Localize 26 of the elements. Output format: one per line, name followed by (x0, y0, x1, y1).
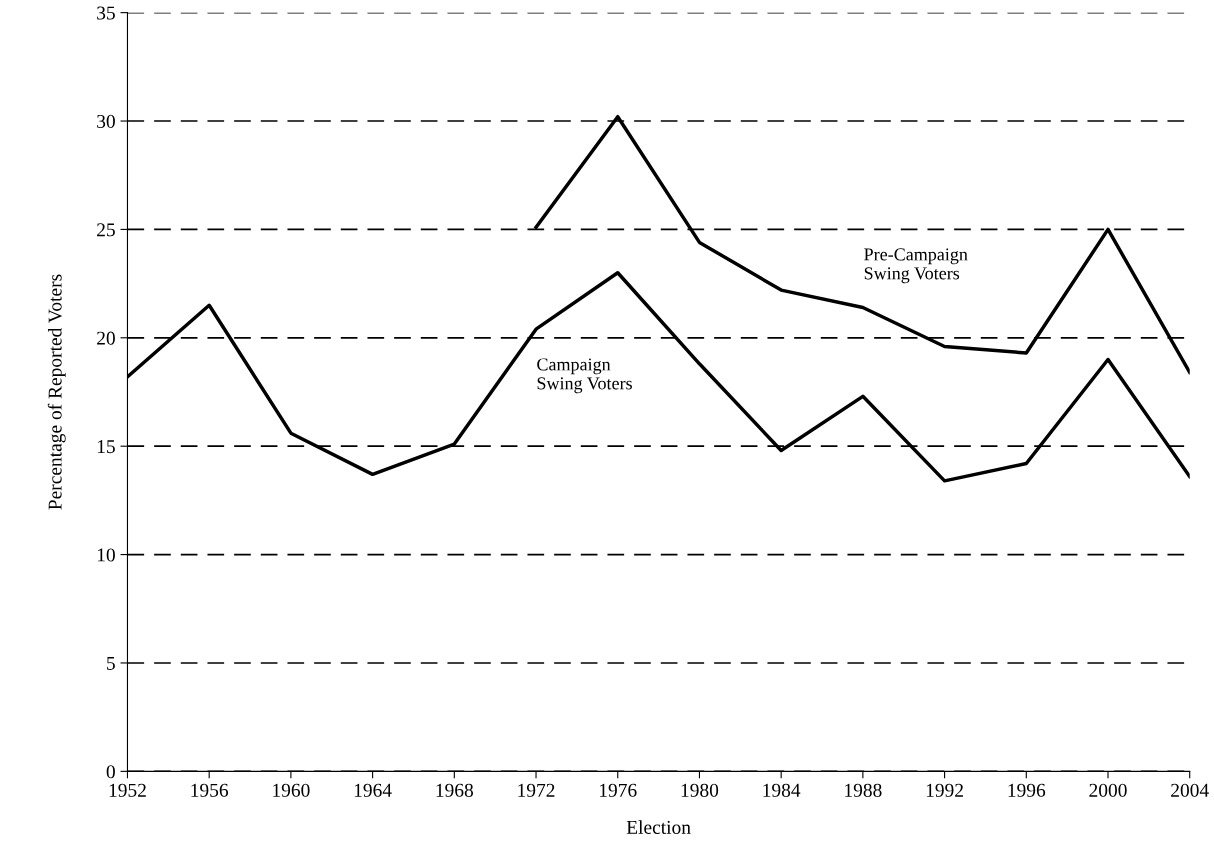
x-tick-label: 1984 (763, 783, 801, 797)
x-tick-label: 1968 (436, 783, 474, 797)
x-tick-label: 2004 (1171, 783, 1209, 797)
x-tick-label: 1972 (518, 783, 555, 797)
x-axis-title: Election (626, 820, 691, 834)
x-tick-label: 1976 (600, 783, 637, 797)
x-tick-label: 1964 (354, 783, 392, 797)
series-label: Campaign Swing Voters (537, 358, 632, 394)
y-tick-label: 10 (97, 548, 115, 562)
x-tick-label: 1996 (1008, 783, 1046, 797)
y-tick-label: 30 (97, 114, 115, 128)
y-tick-label: 20 (97, 331, 115, 345)
x-tick-label: 1980 (681, 783, 719, 797)
series-label: Pre-Campaign Swing Voters (864, 248, 968, 284)
x-tick-label: 1956 (191, 783, 229, 797)
x-tick-label: 1952 (109, 783, 146, 797)
x-tick-label: 1960 (273, 783, 310, 797)
x-tick-label: 1988 (845, 783, 882, 797)
y-tick-label: 0 (106, 765, 115, 779)
y-tick-label: 35 (97, 6, 115, 20)
y-tick-label: 5 (107, 656, 115, 670)
x-tick-label: 2000 (1089, 783, 1127, 797)
x-tick-label: 1992 (926, 783, 963, 797)
y-tick-label: 25 (97, 223, 115, 237)
y-axis-title: Percentage of Reported Voters (47, 274, 66, 510)
y-tick-label: 15 (97, 440, 115, 454)
